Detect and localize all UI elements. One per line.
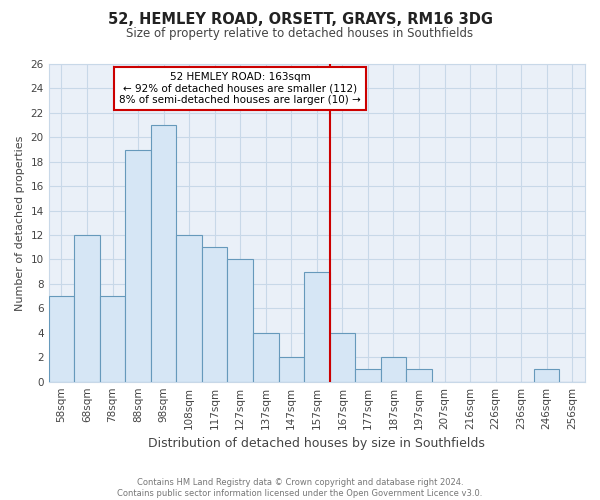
Bar	[49, 296, 74, 382]
Text: Contains HM Land Registry data © Crown copyright and database right 2024.
Contai: Contains HM Land Registry data © Crown c…	[118, 478, 482, 498]
X-axis label: Distribution of detached houses by size in Southfields: Distribution of detached houses by size …	[148, 437, 485, 450]
Bar	[253, 333, 278, 382]
Bar	[125, 150, 151, 382]
Bar	[534, 370, 559, 382]
Bar	[355, 370, 380, 382]
Text: Size of property relative to detached houses in Southfields: Size of property relative to detached ho…	[127, 28, 473, 40]
Bar	[329, 333, 355, 382]
Bar	[406, 370, 432, 382]
Bar	[74, 235, 100, 382]
Text: 52 HEMLEY ROAD: 163sqm
← 92% of detached houses are smaller (112)
8% of semi-det: 52 HEMLEY ROAD: 163sqm ← 92% of detached…	[119, 72, 361, 105]
Y-axis label: Number of detached properties: Number of detached properties	[15, 135, 25, 310]
Bar	[304, 272, 329, 382]
Bar	[176, 235, 202, 382]
Bar	[278, 357, 304, 382]
Bar	[100, 296, 125, 382]
Bar	[202, 248, 227, 382]
Bar	[151, 125, 176, 382]
Bar	[227, 260, 253, 382]
Text: 52, HEMLEY ROAD, ORSETT, GRAYS, RM16 3DG: 52, HEMLEY ROAD, ORSETT, GRAYS, RM16 3DG	[107, 12, 493, 28]
Bar	[380, 357, 406, 382]
